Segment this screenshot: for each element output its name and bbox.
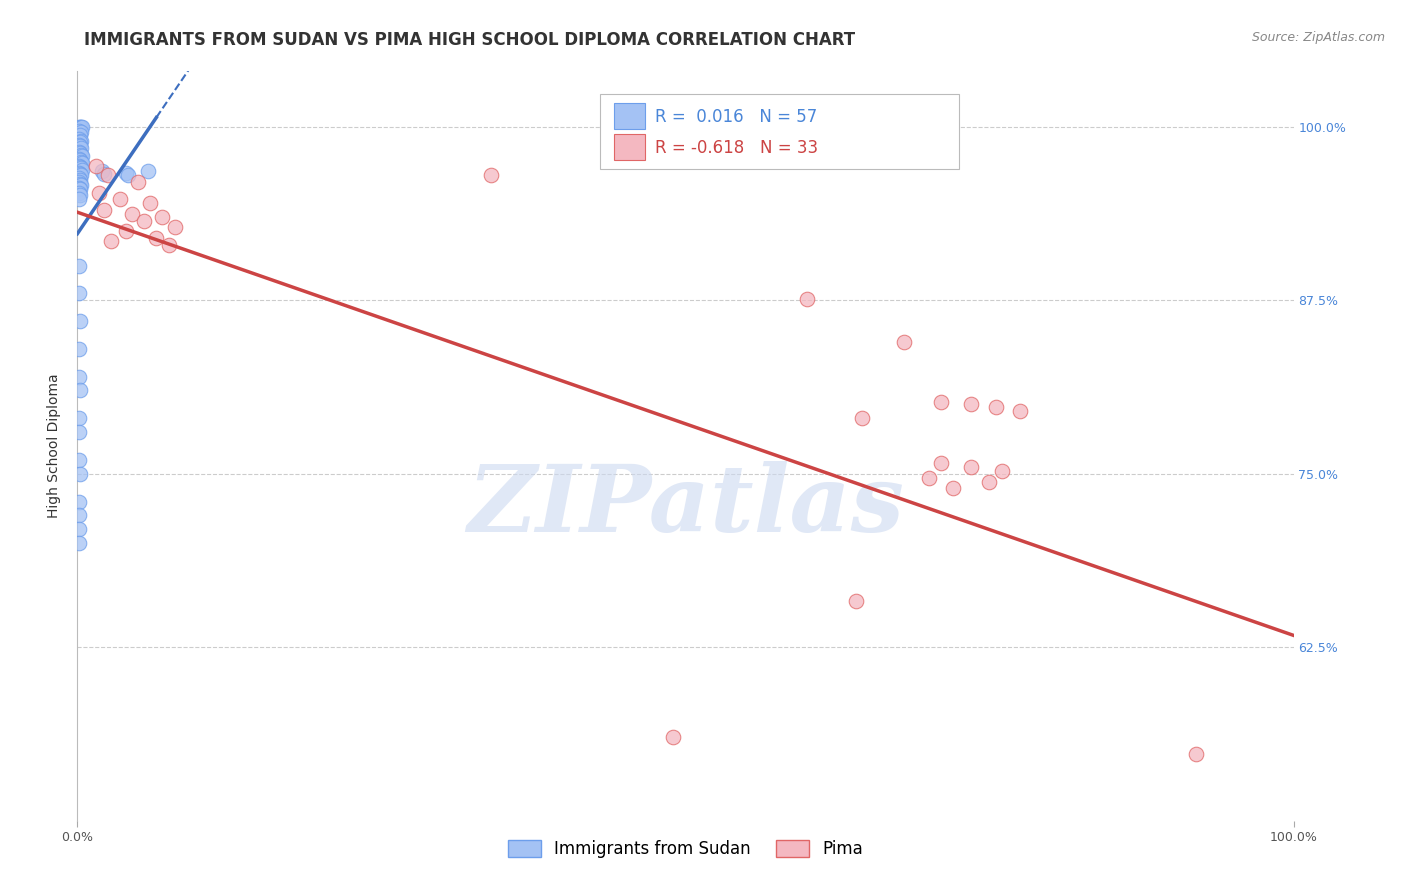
Point [69, 160, 91, 174]
Point [893, 334, 915, 349]
Point [70, 141, 93, 155]
Point [67, 369, 90, 384]
Point [100, 234, 122, 248]
Text: R = -0.618   N = 33: R = -0.618 N = 33 [655, 139, 818, 157]
Point [69, 167, 91, 181]
Point [70, 134, 93, 148]
Point [70, 169, 93, 183]
Point [70, 161, 93, 176]
Point [69, 177, 91, 191]
Point [67, 453, 90, 467]
Point [990, 464, 1012, 478]
Point [984, 400, 1007, 414]
Point [67, 124, 90, 138]
Point [1185, 747, 1208, 761]
Point [67, 411, 90, 425]
Point [67, 286, 90, 301]
Point [127, 175, 149, 189]
Point [67, 522, 90, 536]
Point [70, 147, 93, 161]
Point [67, 120, 90, 134]
Point [70, 162, 93, 177]
Point [121, 207, 143, 221]
FancyBboxPatch shape [613, 103, 645, 128]
Point [93, 203, 115, 218]
Point [69, 128, 91, 143]
Point [67, 508, 90, 523]
Point [145, 231, 167, 245]
Point [89, 186, 111, 201]
Point [67, 494, 90, 508]
Point [84, 159, 107, 173]
Point [69, 314, 91, 328]
Point [115, 224, 138, 238]
Point [70, 156, 93, 170]
Point [67, 186, 90, 201]
Y-axis label: High School Diploma: High School Diploma [48, 374, 62, 518]
Point [70, 149, 93, 163]
Point [136, 164, 159, 178]
Point [157, 237, 180, 252]
Point [67, 342, 90, 356]
Point [69, 120, 91, 134]
Text: R =  0.016   N = 57: R = 0.016 N = 57 [655, 108, 817, 126]
Point [942, 481, 965, 495]
Point [70, 120, 93, 134]
Text: IMMIGRANTS FROM SUDAN VS PIMA HIGH SCHOOL DIPLOMA CORRELATION CHART: IMMIGRANTS FROM SUDAN VS PIMA HIGH SCHOO… [84, 31, 855, 49]
Point [163, 219, 186, 234]
Point [67, 152, 90, 166]
Point [662, 731, 685, 745]
Point [960, 397, 983, 411]
Point [134, 214, 156, 228]
Point [108, 192, 131, 206]
Point [929, 456, 952, 470]
Point [929, 394, 952, 409]
Point [69, 153, 91, 168]
Point [67, 132, 90, 146]
Point [67, 166, 90, 180]
Point [117, 169, 139, 183]
Text: Source: ZipAtlas.com: Source: ZipAtlas.com [1251, 31, 1385, 45]
Point [918, 471, 941, 485]
Point [67, 159, 90, 173]
Point [69, 384, 91, 398]
Point [67, 181, 90, 195]
Point [67, 425, 90, 439]
Point [1008, 404, 1031, 418]
Point [67, 536, 90, 550]
Point [67, 137, 90, 152]
Text: ZIPatlas: ZIPatlas [467, 461, 904, 551]
Point [69, 146, 91, 161]
Point [67, 192, 90, 206]
Point [67, 145, 90, 159]
Point [845, 594, 868, 608]
Legend: Immigrants from Sudan, Pima: Immigrants from Sudan, Pima [501, 833, 870, 864]
Point [960, 459, 983, 474]
Point [139, 196, 162, 211]
Point [69, 467, 91, 481]
Point [979, 475, 1001, 489]
Point [93, 167, 115, 181]
Point [67, 259, 90, 273]
Point [70, 120, 93, 134]
Point [67, 171, 90, 186]
Point [70, 178, 93, 193]
Point [69, 187, 91, 202]
Point [90, 164, 112, 178]
Point [69, 182, 91, 196]
Point [69, 172, 91, 186]
Point [69, 139, 91, 153]
Point [70, 154, 93, 169]
FancyBboxPatch shape [600, 94, 959, 169]
Point [67, 175, 90, 189]
Point [851, 411, 873, 425]
Point [796, 292, 818, 306]
Point [479, 169, 502, 183]
Point [69, 135, 91, 149]
FancyBboxPatch shape [613, 135, 645, 160]
Point [115, 166, 138, 180]
Point [97, 169, 120, 183]
Point [70, 125, 93, 139]
Point [152, 210, 174, 224]
